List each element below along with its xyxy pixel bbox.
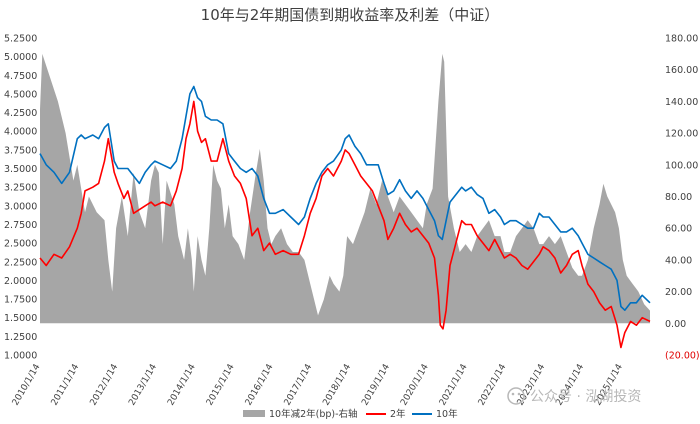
wechat-icon-eye-right [517,392,521,396]
left-tick-label: 3.0000 [4,201,37,212]
right-tick-label: 180.00 [665,34,698,45]
left-tick-label: 2.5000 [4,239,37,250]
right-tick-label: (20.00) [665,351,700,362]
x-tick-label: 2017/1/14 [283,362,315,407]
right-tick-label: 80.00 [665,192,692,203]
x-tick-label: 2022/1/14 [477,362,509,407]
left-tick-label: 1.2500 [4,332,37,343]
x-tick-label: 2011/1/14 [50,362,82,407]
x-tick-label: 2010/1/14 [11,362,43,407]
wechat-icon-eye-left [511,392,515,396]
left-tick-label: 2.2500 [4,257,37,268]
x-tick-label: 2018/1/14 [321,362,353,407]
left-tick-label: 5.2500 [4,34,37,45]
right-tick-label: 0.00 [665,319,686,330]
left-tick-label: 2.0000 [4,276,37,287]
legend-swatch-area [243,410,265,417]
right-tick-label: 100.00 [665,160,698,171]
left-tick-label: 1.5000 [4,313,37,324]
legend-label: 10年减2年(bp)-右轴 [269,408,358,420]
left-tick-label: 3.2500 [4,183,37,194]
left-tick-label: 3.7500 [4,145,37,156]
left-tick-label: 4.5000 [4,89,37,100]
left-tick-label: 4.2500 [4,108,37,119]
series-line-2 [39,85,651,311]
x-tick-label: 2014/1/14 [166,362,198,407]
right-tick-label: 120.00 [665,129,698,140]
x-tick-label: 2015/1/14 [205,362,237,407]
legend: 10年减2年(bp)-右轴 2年 10年 [243,408,458,420]
right-tick-label: 60.00 [665,224,692,235]
left-tick-label: 4.7500 [4,71,37,82]
left-axis: 1.0000 1.2500 1.5000 1.7500 2.0000 2.2500 2.50… [4,34,37,362]
right-tick-label: 40.00 [665,255,692,266]
series-line-1 [39,100,651,349]
right-tick-label: 20.00 [665,287,692,298]
legend-label: 10年 [436,408,458,420]
right-tick-label: 160.00 [665,65,698,76]
plot-area [39,53,651,349]
chart-title: 10年与2年期国债到期收益率及利差（中证） [201,6,500,24]
left-tick-label: 3.5000 [4,164,37,175]
x-tick-label: 2013/1/14 [127,362,159,407]
legend-label: 2年 [390,408,406,420]
spread-area-series [40,53,650,324]
x-tick-label: 2021/1/14 [438,362,470,407]
x-tick-label: 2016/1/14 [244,362,276,407]
watermark: 公众号 · 泓湖投资 [507,387,641,405]
left-tick-label: 2.7500 [4,220,37,231]
left-tick-label: 1.7500 [4,295,37,306]
right-axis: (20.00) 0.00 20.00 40.00 60.00 80.00 100.00 120… [665,34,700,362]
x-tick-label: 2020/1/14 [399,362,431,407]
right-tick-label: 140.00 [665,97,698,108]
left-tick-label: 4.0000 [4,127,37,138]
watermark-text: 公众号 · 泓湖投资 [530,389,641,405]
x-tick-label: 2012/1/14 [89,362,121,407]
left-tick-label: 1.0000 [4,351,37,362]
x-tick-label: 2019/1/14 [360,362,392,407]
wechat-icon [507,387,525,405]
left-tick-label: 5.0000 [4,52,37,63]
